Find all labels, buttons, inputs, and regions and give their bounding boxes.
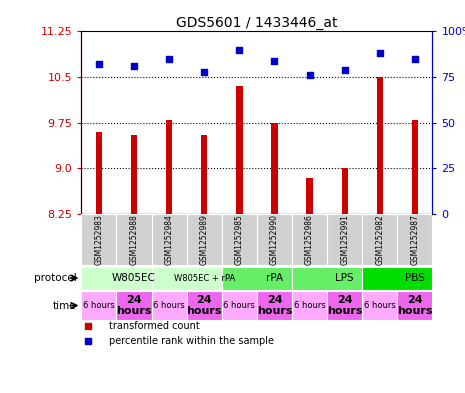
Text: GSM1252991: GSM1252991	[340, 214, 349, 265]
Text: rPA: rPA	[266, 273, 283, 283]
Text: PBS: PBS	[405, 273, 425, 283]
Text: GSM1252983: GSM1252983	[94, 214, 103, 265]
Bar	[362, 292, 398, 320]
Point	[271, 57, 278, 64]
Text: time: time	[53, 301, 77, 310]
Bar	[327, 214, 362, 265]
Text: 6 hours: 6 hours	[364, 301, 396, 310]
Text: GSM1252990: GSM1252990	[270, 214, 279, 265]
Bar	[306, 178, 313, 214]
Text: 24
hours: 24 hours	[327, 295, 362, 316]
Text: GSM1252984: GSM1252984	[165, 214, 173, 265]
Bar	[362, 214, 398, 265]
Text: LPS: LPS	[335, 273, 354, 283]
Bar	[96, 132, 102, 214]
Bar	[152, 292, 187, 320]
Bar	[152, 214, 187, 265]
Bar	[292, 266, 362, 290]
Bar	[166, 120, 173, 214]
Text: GSM1252985: GSM1252985	[235, 214, 244, 265]
Text: W805EC + rPA: W805EC + rPA	[173, 274, 235, 283]
Bar	[152, 266, 222, 290]
Bar	[116, 292, 152, 320]
Bar	[292, 214, 327, 265]
Point	[236, 47, 243, 53]
Point	[200, 68, 208, 75]
Text: 24
hours: 24 hours	[257, 295, 292, 316]
Bar	[292, 292, 327, 320]
Text: GSM1252986: GSM1252986	[305, 214, 314, 265]
Bar	[341, 169, 348, 214]
Bar	[201, 135, 207, 214]
Bar	[257, 214, 292, 265]
Point	[341, 67, 348, 73]
Bar	[362, 266, 432, 290]
Text: W805EC: W805EC	[112, 273, 156, 283]
Bar	[81, 214, 116, 265]
Text: 6 hours: 6 hours	[153, 301, 185, 310]
Point	[95, 61, 103, 68]
Bar	[222, 292, 257, 320]
Text: 6 hours: 6 hours	[294, 301, 326, 310]
Point	[376, 50, 384, 57]
Bar	[257, 292, 292, 320]
Text: 24
hours: 24 hours	[397, 295, 432, 316]
Text: 24
hours: 24 hours	[186, 295, 222, 316]
Text: transformed count: transformed count	[109, 321, 200, 331]
Text: 6 hours: 6 hours	[224, 301, 255, 310]
Title: GDS5601 / 1433446_at: GDS5601 / 1433446_at	[176, 17, 338, 30]
Text: GSM1252982: GSM1252982	[375, 214, 384, 265]
Point	[411, 56, 418, 62]
Text: percentile rank within the sample: percentile rank within the sample	[109, 336, 274, 346]
Bar	[81, 266, 152, 290]
Point	[130, 63, 138, 69]
Bar	[187, 292, 222, 320]
Bar	[412, 120, 418, 214]
Bar	[187, 214, 222, 265]
Bar	[397, 214, 432, 265]
Bar	[81, 292, 116, 320]
Text: 6 hours: 6 hours	[83, 301, 115, 310]
Text: 24
hours: 24 hours	[116, 295, 152, 316]
Bar	[271, 123, 278, 214]
Bar	[222, 266, 292, 290]
Text: GSM1252989: GSM1252989	[200, 214, 209, 265]
Bar	[116, 214, 152, 265]
Point	[306, 72, 313, 79]
Bar	[236, 86, 243, 214]
Text: GSM1252988: GSM1252988	[130, 214, 139, 265]
Point	[166, 56, 173, 62]
Text: GSM1252987: GSM1252987	[411, 214, 419, 265]
Bar	[377, 77, 383, 214]
Bar	[131, 135, 137, 214]
Bar	[397, 292, 432, 320]
Text: protocol: protocol	[34, 273, 77, 283]
Bar	[327, 292, 362, 320]
Bar	[222, 214, 257, 265]
